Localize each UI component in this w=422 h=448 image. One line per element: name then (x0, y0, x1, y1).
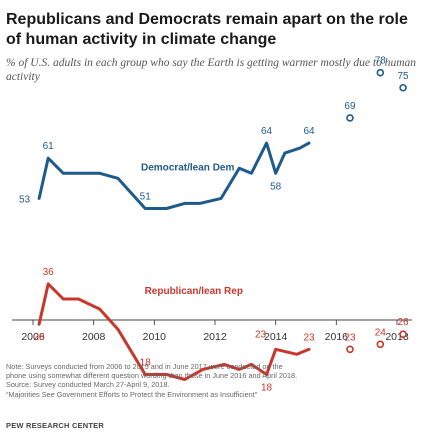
data-label: 78 (375, 56, 387, 67)
data-label: 64 (303, 126, 315, 137)
data-label: 24 (375, 327, 387, 338)
chart-title: Republicans and Democrats remain apart o… (6, 11, 408, 48)
data-label: 26 (398, 317, 410, 328)
data-label: 36 (43, 267, 55, 278)
data-point (346, 345, 354, 354)
source-org: PEW RESEARCH CENTER (6, 421, 104, 430)
note-line-3: Source: Survey conducted March 27-April … (6, 380, 170, 390)
x-tick-label: 2006 (21, 331, 45, 343)
data-label: 23 (255, 329, 267, 340)
data-label: 23 (344, 332, 356, 343)
x-tick-label: 2010 (143, 331, 167, 343)
series-line (37, 141, 311, 210)
x-tick-label: 2012 (203, 331, 227, 343)
data-label: 28 (34, 332, 46, 343)
x-tick-label: 2014 (264, 331, 288, 343)
note-line-2: phone using somewhat different question … (6, 371, 298, 381)
series-rep: 28 36 18 23 18 23 23 24 26 Republican/lean Rep (34, 267, 410, 394)
series-dem: 53 61 51 64 58 64 69 78 75 Democrat/lean Dem (19, 56, 410, 210)
data-point (376, 340, 385, 349)
data-label: 61 (43, 141, 55, 152)
series-line (37, 282, 311, 381)
series-label: Democrat/lean Dem (141, 163, 234, 174)
data-label: 51 (140, 191, 152, 202)
data-label: 58 (270, 181, 282, 192)
data-label: 18 (140, 357, 152, 368)
data-point (346, 114, 354, 122)
chart-notes: Note: Surveys conducted from 2006 to 201… (6, 362, 418, 399)
data-label: 69 (344, 101, 356, 112)
note-line-4: “Majorities See Government Efforts to Pr… (6, 389, 258, 399)
x-axis-ticks: 2006 2008 2010 2012 2014 2016 2018 (21, 320, 409, 343)
x-tick-label: 2016 (325, 331, 349, 343)
data-label: 53 (19, 194, 31, 205)
data-point (399, 83, 407, 92)
data-label: 23 (303, 332, 315, 343)
note-line-1: Note: Surveys conducted from 2006 to 201… (6, 362, 283, 371)
series-label: Republican/lean Rep (145, 286, 243, 297)
x-tick-label: 2008 (82, 331, 106, 343)
data-label: 18 (261, 382, 273, 393)
data-label: 64 (261, 126, 273, 137)
data-point (399, 330, 407, 339)
data-point (376, 68, 385, 77)
chart-subtitle: % of U.S. adults in each group who say t… (6, 57, 417, 83)
data-label: 75 (398, 71, 410, 82)
series-layer: 53 61 51 64 58 64 69 78 75 Democrat/lean Dem 28 36 1… (19, 56, 409, 394)
